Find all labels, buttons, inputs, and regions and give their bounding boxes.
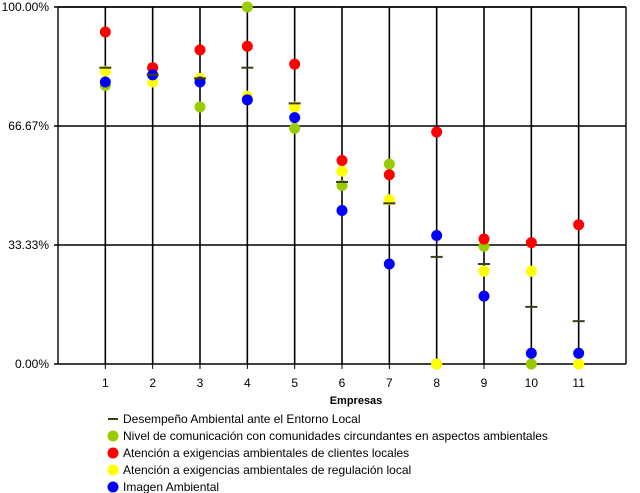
point-series-2 [194, 44, 206, 56]
x-tick-label: 7 [386, 376, 393, 390]
legend-label: Desempeño Ambiental ante el Entorno Loca… [123, 412, 361, 426]
x-tick-label: 3 [197, 376, 204, 390]
point-series-2 [525, 237, 537, 249]
point-series-3 [431, 358, 443, 370]
legend-label: Atención a exigencias ambientales de reg… [123, 463, 411, 477]
point-series-4 [336, 204, 348, 216]
y-tick-label: 33.33% [8, 238, 49, 252]
x-tick-label: 1 [102, 376, 109, 390]
data-markers [99, 1, 585, 370]
point-series-2 [478, 233, 490, 245]
point-series-4 [525, 347, 537, 359]
point-series-3 [525, 265, 537, 277]
point-series-1 [289, 122, 301, 134]
y-tick-label: 66.67% [8, 119, 49, 133]
point-series-2 [431, 126, 443, 138]
point-series-3 [573, 358, 585, 370]
point-series-2 [99, 26, 111, 38]
point-series-2 [241, 40, 253, 52]
legend-marker [107, 447, 119, 459]
legend-item: Imagen Ambiental [107, 480, 219, 493]
point-series-2 [383, 169, 395, 181]
point-series-4 [99, 76, 111, 88]
x-tick-label: 8 [433, 376, 440, 390]
point-series-3 [478, 265, 490, 277]
point-series-4 [431, 229, 443, 241]
point-series-1 [525, 358, 537, 370]
x-tick-label: 5 [291, 376, 298, 390]
legend-marker [107, 430, 119, 442]
x-tick-label: 10 [525, 376, 539, 390]
point-series-2 [336, 155, 348, 167]
point-series-1 [194, 101, 206, 113]
legend: Desempeño Ambiental ante el Entorno Loca… [107, 412, 548, 493]
legend-item: Atención a exigencias ambientales de reg… [107, 463, 411, 477]
legend-label: Nivel de comunicación con comunidades ci… [123, 429, 548, 443]
x-axis-title: Empresas [330, 395, 383, 407]
legend-label: Atención a exigencias ambientales de cli… [123, 446, 409, 460]
legend-item: Nivel de comunicación con comunidades ci… [107, 429, 548, 443]
point-series-2 [289, 58, 301, 70]
x-axis-ticks: 1 2 3 4 5 6 7 8 9 10 11 [102, 376, 585, 390]
x-tick-label: 6 [339, 376, 346, 390]
x-tick-label: 9 [481, 376, 488, 390]
y-tick-label: 0.00% [15, 357, 49, 371]
point-series-4 [241, 94, 253, 106]
legend-label: Imagen Ambiental [123, 480, 219, 493]
point-series-2 [573, 219, 585, 231]
point-series-3 [336, 165, 348, 177]
point-series-1 [241, 1, 253, 13]
point-series-1 [383, 158, 395, 170]
legend-item: Atención a exigencias ambientales de cli… [107, 446, 409, 460]
legend-item: Desempeño Ambiental ante el Entorno Loca… [108, 412, 361, 426]
point-series-4 [478, 290, 490, 302]
x-tick-label: 2 [149, 376, 156, 390]
x-tick-label: 4 [244, 376, 251, 390]
y-tick-label: 100.00% [2, 0, 50, 14]
point-series-4 [573, 347, 585, 359]
legend-marker [107, 481, 119, 493]
x-tick-label: 11 [572, 376, 585, 390]
point-series-4 [383, 258, 395, 270]
point-series-4 [289, 112, 301, 124]
y-axis-ticks: 100.00% 66.67% 33.33% 0.00% [2, 0, 50, 371]
legend-marker [107, 464, 119, 476]
